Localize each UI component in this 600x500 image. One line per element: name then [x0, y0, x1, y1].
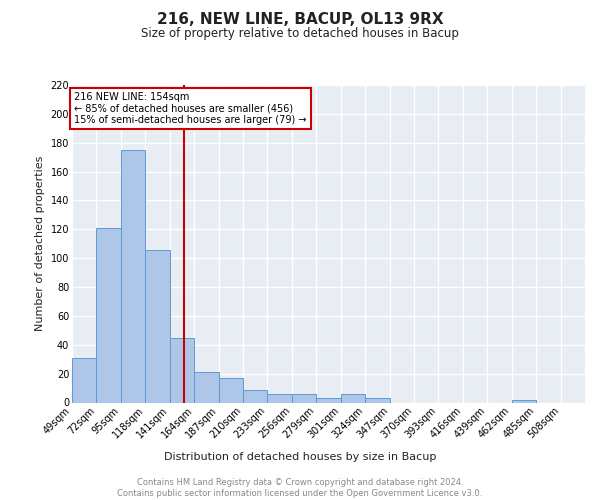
Bar [512, 400, 536, 402]
Bar [365, 398, 389, 402]
Bar [72, 358, 97, 403]
Text: Contains HM Land Registry data © Crown copyright and database right 2024.
Contai: Contains HM Land Registry data © Crown c… [118, 478, 482, 498]
Bar [194, 372, 218, 402]
Bar [292, 394, 316, 402]
Bar [341, 394, 365, 402]
Text: 216, NEW LINE, BACUP, OL13 9RX: 216, NEW LINE, BACUP, OL13 9RX [157, 12, 443, 28]
Bar [243, 390, 268, 402]
Text: Size of property relative to detached houses in Bacup: Size of property relative to detached ho… [141, 28, 459, 40]
Text: Distribution of detached houses by size in Bacup: Distribution of detached houses by size … [164, 452, 436, 462]
Bar [145, 250, 170, 402]
Bar [97, 228, 121, 402]
Text: 216 NEW LINE: 154sqm
← 85% of detached houses are smaller (456)
15% of semi-deta: 216 NEW LINE: 154sqm ← 85% of detached h… [74, 92, 307, 126]
Bar [170, 338, 194, 402]
Bar [268, 394, 292, 402]
Bar [218, 378, 243, 402]
Y-axis label: Number of detached properties: Number of detached properties [35, 156, 45, 332]
Bar [121, 150, 145, 403]
Bar [316, 398, 341, 402]
